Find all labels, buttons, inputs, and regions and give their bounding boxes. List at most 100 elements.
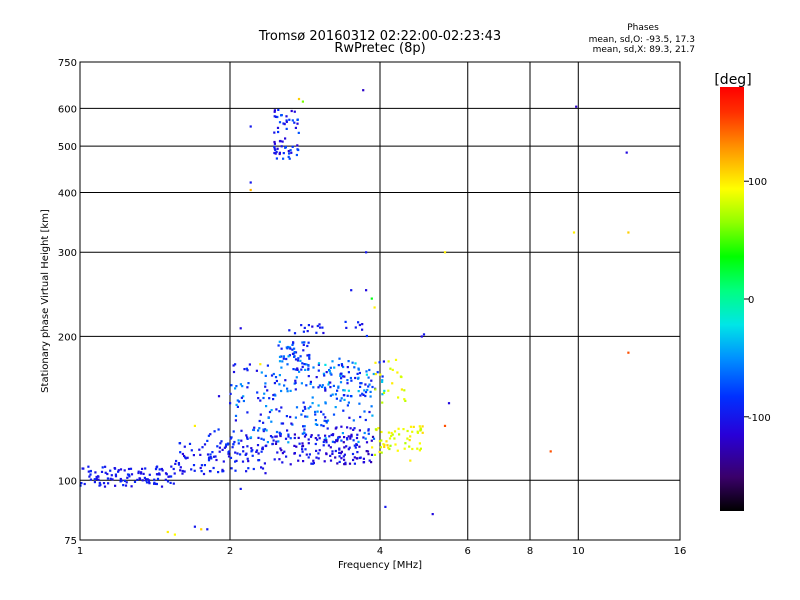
data-point [278,410,281,413]
data-point [307,438,310,441]
data-point [338,357,341,360]
data-point [359,456,362,459]
data-point [245,434,248,437]
data-point [170,475,173,478]
data-point [123,469,126,472]
data-point [278,458,281,461]
data-point [291,343,294,346]
data-point [364,391,368,394]
data-point [306,330,309,333]
data-point [329,386,332,389]
data-point [572,231,576,234]
data-point [342,365,345,369]
data-point [381,380,384,383]
data-point [231,446,234,449]
data-point [207,434,210,437]
data-point [308,357,311,360]
data-point [262,421,265,424]
data-point [303,363,306,366]
data-point [285,120,288,123]
data-point [280,145,283,148]
data-point [280,114,283,117]
data-point [237,439,240,442]
data-point [343,394,346,397]
data-point [224,445,227,448]
data-point [179,466,182,469]
data-point [288,157,291,160]
data-point [329,394,332,397]
data-point [421,425,424,428]
data-point [146,478,149,481]
data-point [310,462,313,465]
data-point [270,409,273,412]
data-point [421,431,424,434]
data-point [376,371,379,374]
data-point [111,478,114,481]
data-point [278,374,281,377]
data-point [345,326,348,329]
data-point [321,326,324,329]
data-point [263,462,266,465]
data-point [87,465,90,468]
data-point [341,364,344,367]
data-point [199,466,202,470]
data-point [210,457,213,460]
data-point [285,119,288,122]
data-point [214,455,217,458]
data-point [358,371,361,375]
data-point [419,447,422,450]
data-point [252,428,255,432]
data-point [282,157,285,160]
data-point [259,399,262,402]
colorbar-tick-label: -100 [748,413,771,424]
data-point [274,148,277,152]
data-point [273,142,276,145]
data-point [336,389,339,392]
data-point [250,450,253,453]
data-point [242,450,245,453]
data-point [443,251,447,254]
data-point [283,123,286,126]
data-point [234,419,237,422]
data-point [106,472,109,476]
data-point [359,394,362,397]
data-point [272,439,275,442]
data-point [276,115,279,119]
data-point [244,453,247,456]
data-point [211,451,214,454]
data-point [274,435,277,438]
data-point [324,363,327,366]
colorbar-label: [deg] [714,72,751,88]
data-point [357,321,360,324]
data-point [418,449,421,452]
data-point [273,115,276,118]
data-point [352,428,355,431]
data-point [247,382,250,385]
data-point [285,115,288,118]
data-point [278,360,282,363]
data-point [201,446,204,449]
data-point [358,445,361,448]
data-point [156,465,159,468]
data-point [155,482,158,486]
data-point [276,147,279,150]
data-point [273,458,276,461]
data-point [273,151,276,155]
data-point [382,443,385,446]
data-point [304,433,308,436]
data-point [387,431,390,434]
data-point [355,443,358,446]
data-point [394,443,397,446]
data-point [206,439,209,442]
data-point [281,452,284,455]
data-point [221,468,224,471]
data-point [234,387,237,390]
data-point [370,453,374,456]
data-point [327,444,330,447]
data-point [249,436,253,439]
data-point [418,425,421,428]
data-point [240,439,243,442]
data-point [217,428,220,431]
data-point [346,382,349,385]
data-point [350,433,353,436]
